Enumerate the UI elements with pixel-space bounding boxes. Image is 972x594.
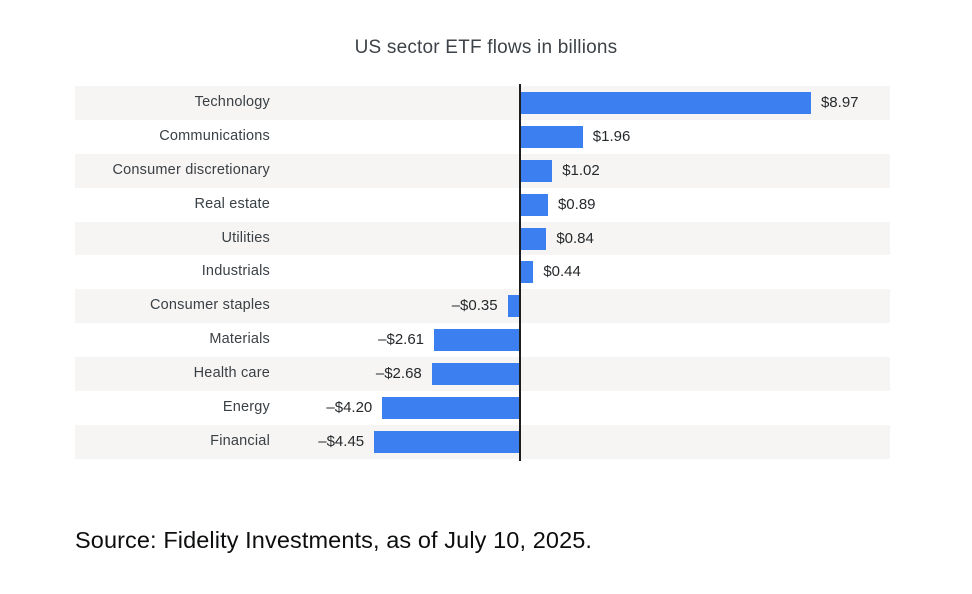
category-label: Real estate <box>194 195 270 212</box>
bar-row: Technology $8.97 <box>75 86 890 120</box>
category-label: Communications <box>159 127 270 144</box>
value-label: $8.97 <box>820 93 859 111</box>
bar <box>507 295 519 318</box>
zero-axis-line <box>519 84 521 461</box>
value-label: –$2.61 <box>378 331 425 349</box>
bar <box>374 430 519 453</box>
bar-row: Utilities $0.84 <box>75 221 890 256</box>
category-label: Financial <box>210 432 270 449</box>
category-label: Materials <box>209 331 270 348</box>
value-label: $0.44 <box>543 263 581 281</box>
bar-row: Real estate $0.89 <box>75 187 890 222</box>
bar-row: Consumer staples –$0.35 <box>75 289 890 324</box>
bar-row: Communications $1.96 <box>75 119 890 154</box>
bar-chart: Technology $8.97 Communications $1.96 Consum… <box>75 84 890 461</box>
bar-row: Health care –$2.68 <box>75 357 890 392</box>
value-label: –$4.45 <box>318 432 365 450</box>
bar <box>519 193 548 216</box>
category-label: Technology <box>194 93 270 110</box>
category-label: Utilities <box>221 229 270 246</box>
category-label: Consumer discretionary <box>112 161 270 178</box>
bar <box>519 91 811 114</box>
value-label: –$0.35 <box>451 297 498 315</box>
value-label: $1.96 <box>592 127 631 145</box>
category-label: Health care <box>193 365 270 382</box>
source-note: Source: Fidelity Investments, as of July… <box>75 527 593 553</box>
value-label: $0.84 <box>556 229 594 247</box>
bar-row: Materials –$2.61 <box>75 323 890 358</box>
bar-row: Financial –$4.45 <box>75 425 890 459</box>
bar <box>519 159 553 182</box>
value-label: $0.89 <box>557 195 596 213</box>
value-label: $1.02 <box>562 161 600 179</box>
category-label: Consumer staples <box>149 297 270 314</box>
category-label: Industrials <box>201 263 270 280</box>
bar-row: Consumer discretionary $1.02 <box>75 153 890 188</box>
category-label: Energy <box>222 399 270 416</box>
chart-title: US sector ETF flows in billions <box>354 37 618 58</box>
value-label: –$2.68 <box>375 365 422 383</box>
bar <box>519 125 583 148</box>
bar <box>431 363 519 386</box>
bar <box>434 329 519 352</box>
bar <box>519 261 534 284</box>
bar-row: Energy –$4.20 <box>75 391 890 425</box>
value-label: –$4.20 <box>326 399 373 417</box>
bar <box>382 397 519 420</box>
bar-row: Industrials $0.44 <box>75 255 890 290</box>
bar <box>519 227 547 250</box>
